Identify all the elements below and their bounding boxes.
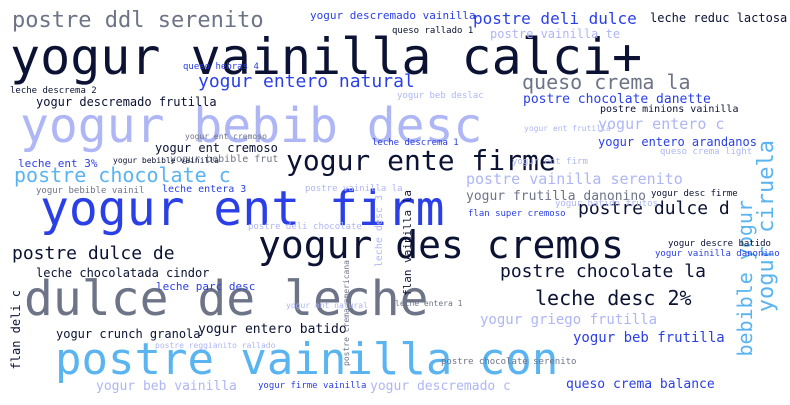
word: leche entera 3 [162,184,247,195]
word: yogur des cremos [258,223,625,267]
word: yogur ent natural [286,301,368,310]
word: postre crema americana [342,260,351,366]
word: yogur descre batido [668,239,771,249]
word: flan vainilla la [401,190,414,296]
word: queso rallado 1 [392,26,474,36]
word: yogur descremado c [370,379,511,394]
word: leche ent 3% [18,157,98,170]
word: postre vainilla te [490,27,621,41]
word: postre chocolate serenito [441,357,577,367]
word: yogur ent cremoso [155,141,278,155]
word: yogur ente firme [286,144,556,177]
word: dulce de leche [24,271,429,327]
word: yogur vainilla calci+ [10,28,643,86]
word: yogur ent firm [512,157,588,167]
word: yogur griego frutilla [480,312,658,328]
word: yogur beb deslac [397,91,484,101]
word: postre chocolate danette [523,92,711,107]
word: yogur ciruela [754,140,779,313]
word: leche chocolatada cindor [36,266,210,280]
word: yogur desc firme [651,189,738,199]
word: yogur bebible frut [170,154,279,165]
word: queso crema balance [566,377,715,392]
word: postre vainilla la [305,184,403,194]
word: postre ddl serenito [12,8,264,33]
word: yogur descremado vainilla [310,9,476,22]
word: yogur entero arandanos [598,135,757,149]
word: leche desc 3 [374,195,385,268]
word: yogur ent firm [40,181,445,237]
word: yogur ent cremoso [185,132,267,141]
word: yogur frutilla danonino [466,189,647,204]
word: leche descrema 1 [372,138,459,148]
word: postre dulce d [578,198,730,219]
word: leche entera 1 [395,299,463,308]
word: queso hebras 4 [183,62,259,72]
word: queso crema la [522,70,691,94]
word: postre vainilla con [55,334,559,385]
word: yogur ent frutilla [524,124,611,133]
word: yogur bebible vainil [36,186,145,196]
word: postre deli chocolate [248,222,362,232]
word: yogur crunch granola [56,327,201,341]
word: postre reggianito rallado [155,341,276,350]
word: yogur batido frutos [555,199,658,209]
word: yogur beb frutilla [573,330,725,346]
word: yogur entero natural [198,71,415,92]
word: flan deli c [9,290,23,370]
word: yogur firme vainilla [258,381,367,391]
word: postre dulce de [12,243,175,264]
word: bebible yogur [733,200,757,357]
word: queso crema light [660,147,753,157]
word: postre chocolate c [14,163,231,187]
word: postre minions vainilla [600,104,739,115]
word: yogur descremado frutilla [36,95,217,109]
word: postre vainilla serenito [466,170,683,188]
word: flan super cremoso [468,209,566,219]
word: yogur vainilla danonino [655,249,780,259]
word: postre deli dulce [473,9,637,28]
word: yogur entero batido [198,322,347,337]
word: yogur bebib desc [20,98,483,154]
word: leche desc 2% [535,286,692,310]
word: leche parc desc [156,280,256,293]
word: leche reduc lactosa [650,11,788,25]
word: yogur beb vainilla [96,379,237,394]
word: yogur bebible vainilla [113,156,219,165]
word: postre chocolate la [500,261,706,282]
word: leche descrema 2 [10,86,97,96]
word: yogur entero c [598,115,725,133]
